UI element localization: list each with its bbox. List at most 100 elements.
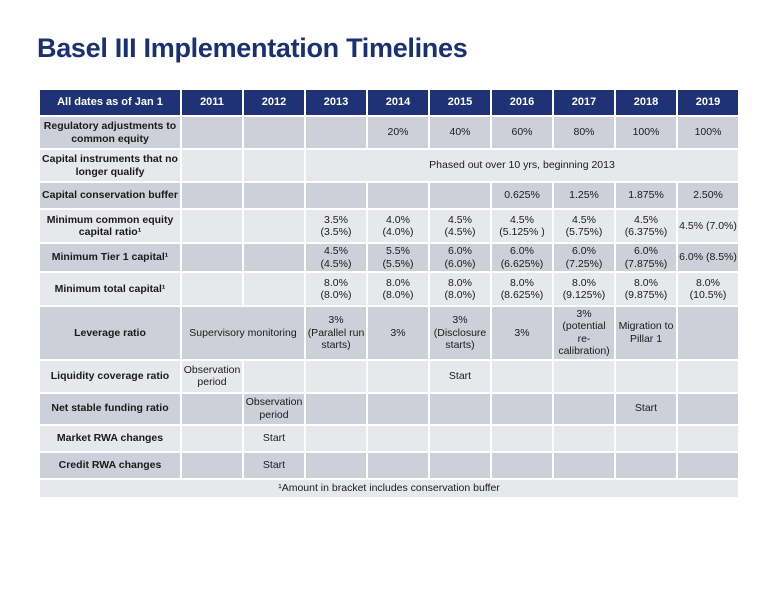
table-cell: Observation period [180, 358, 244, 394]
table-cell: 60% [490, 115, 554, 150]
table-cell [490, 358, 554, 394]
table-cell [552, 391, 616, 426]
table-cell [304, 450, 368, 480]
col-header-2016: 2016 [490, 88, 554, 117]
col-header-2015: 2015 [428, 88, 492, 117]
table-cell [304, 115, 368, 150]
table-cell: 4.5% (4.5%) [304, 242, 368, 273]
col-header-2011: 2011 [180, 88, 244, 117]
table-cell: 1.25% [552, 181, 616, 210]
table-cell: Start [242, 450, 306, 480]
table-cell [304, 181, 368, 210]
table-cell [304, 391, 368, 426]
col-header-2012: 2012 [242, 88, 306, 117]
table-cell [676, 358, 740, 394]
row-credit-rwa: Credit RWA changes Start [38, 450, 740, 480]
table-cell: 80% [552, 115, 616, 150]
col-header-dates: All dates as of Jan 1 [38, 88, 182, 117]
row-label: Liquidity coverage ratio [38, 358, 182, 394]
table-cell [180, 450, 244, 480]
table-cell: 3% [490, 305, 554, 361]
col-header-2014: 2014 [366, 88, 430, 117]
row-label: Regulatory adjustments to common equity [38, 115, 182, 150]
table-cell-merged: Phased out over 10 yrs, beginning 2013 [304, 148, 740, 183]
table-cell: 100% [676, 115, 740, 150]
table-cell [366, 181, 430, 210]
row-label: Capital instruments that no longer quali… [38, 148, 182, 183]
table-cell [242, 181, 306, 210]
table-cell [490, 423, 554, 453]
row-min-total-capital: Minimum total capital¹ 8.0% (8.0%) 8.0% … [38, 271, 740, 307]
table-cell [180, 391, 244, 426]
row-min-common-equity: Minimum common equity capital ratio¹ 3.5… [38, 208, 740, 244]
table-cell: 3% [366, 305, 430, 361]
table-cell: Observation period [242, 391, 306, 426]
table-cell [242, 148, 306, 183]
table-cell [366, 450, 430, 480]
table-cell [180, 148, 244, 183]
table-cell: 8.0% (8.625%) [490, 271, 554, 307]
col-header-2013: 2013 [304, 88, 368, 117]
col-header-2018: 2018 [614, 88, 678, 117]
table-cell [552, 450, 616, 480]
table-cell [428, 391, 492, 426]
table-cell: 8.0% (10.5%) [676, 271, 740, 307]
table-cell: 2.50% [676, 181, 740, 210]
table-cell [180, 423, 244, 453]
table-cell: 4.5% (7.0%) [676, 208, 740, 244]
col-header-2017: 2017 [552, 88, 616, 117]
table-cell: Start [242, 423, 306, 453]
table-cell [180, 115, 244, 150]
row-min-tier1: Minimum Tier 1 capital¹ 4.5% (4.5%) 5.5%… [38, 242, 740, 273]
row-label: Minimum common equity capital ratio¹ [38, 208, 182, 244]
table-cell: 8.0% (8.0%) [366, 271, 430, 307]
row-label: Net stable funding ratio [38, 391, 182, 426]
table-cell [428, 450, 492, 480]
table-cell [614, 358, 678, 394]
table-cell: 6.0% (6.0%) [428, 242, 492, 273]
table-cell: Migration to Pillar 1 [614, 305, 678, 361]
table-footnote: ¹Amount in bracket includes conservation… [38, 477, 740, 499]
table-cell [676, 305, 740, 361]
table-cell [366, 391, 430, 426]
table-cell [242, 271, 306, 307]
table-cell: 40% [428, 115, 492, 150]
col-header-2019: 2019 [676, 88, 740, 117]
table-cell [614, 423, 678, 453]
table-cell [242, 242, 306, 273]
row-leverage-ratio: Leverage ratio Supervisory monitoring 3%… [38, 305, 740, 361]
table-cell-merged: Supervisory monitoring [180, 305, 306, 361]
row-conservation-buffer: Capital conservation buffer 0.625% 1.25%… [38, 181, 740, 210]
table-cell [490, 450, 554, 480]
row-label: Leverage ratio [38, 305, 182, 361]
table-cell [242, 358, 306, 394]
table-cell: 4.5% (6.375%) [614, 208, 678, 244]
table-cell [180, 208, 244, 244]
table-cell [614, 450, 678, 480]
table-cell: 6.0% (8.5%) [676, 242, 740, 273]
table-cell [428, 423, 492, 453]
row-label: Minimum Tier 1 capital¹ [38, 242, 182, 273]
table-cell: 1.875% [614, 181, 678, 210]
table-cell [366, 423, 430, 453]
row-label: Capital conservation buffer [38, 181, 182, 210]
table-cell: 4.5% (5.125% ) [490, 208, 554, 244]
table-cell: 8.0% (8.0%) [428, 271, 492, 307]
table-cell [676, 423, 740, 453]
table-cell: 0.625% [490, 181, 554, 210]
table-cell: Start [614, 391, 678, 426]
table-cell [180, 271, 244, 307]
table-header-row: All dates as of Jan 1 2011 2012 2013 201… [38, 88, 740, 117]
table-cell [552, 423, 616, 453]
table-cell [366, 358, 430, 394]
table-cell [676, 450, 740, 480]
table-cell: 3% (Parallel run starts) [304, 305, 368, 361]
table-cell: 6.0% (6.625%) [490, 242, 554, 273]
table-cell [180, 242, 244, 273]
table-cell: 5.5% (5.5%) [366, 242, 430, 273]
table-cell: 20% [366, 115, 430, 150]
table-cell [304, 423, 368, 453]
row-footnote: ¹Amount in bracket includes conservation… [38, 477, 740, 499]
table-cell: 6.0% (7.875%) [614, 242, 678, 273]
table-cell: 8.0% (8.0%) [304, 271, 368, 307]
